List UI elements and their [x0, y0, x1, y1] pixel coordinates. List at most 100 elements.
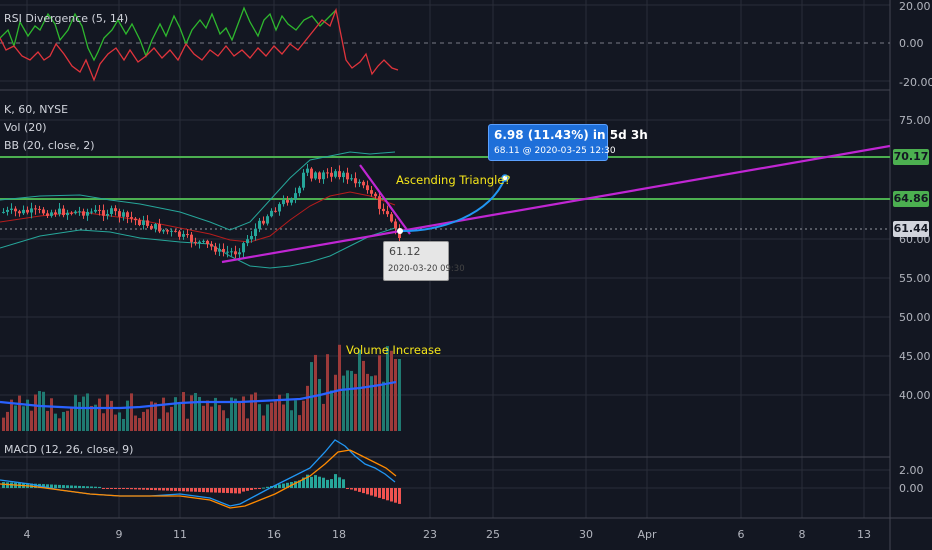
bollinger-legend[interactable]: BB (20, close, 2) — [4, 139, 95, 152]
macd-hist-bar — [34, 483, 37, 488]
volume-bar — [370, 376, 373, 431]
candle-body — [218, 248, 221, 252]
volume-bar — [278, 394, 281, 431]
volume-bar — [34, 394, 37, 431]
volume-bar — [206, 400, 209, 431]
volume-bar — [110, 400, 113, 431]
symbol-title[interactable]: K, 60, NYSE — [4, 103, 69, 116]
x-axis-label: 11 — [173, 528, 187, 541]
volume-bar — [82, 396, 85, 431]
macd-hist-bar — [130, 488, 133, 490]
volume-bar — [158, 418, 161, 431]
candle-body — [254, 228, 257, 237]
candle-body — [154, 224, 157, 229]
macd-hist-bar — [310, 476, 313, 488]
macd-hist-bar — [50, 484, 53, 488]
volume-annotation[interactable]: Volume Increase — [346, 343, 442, 357]
macd-hist-bar — [66, 485, 69, 488]
macd-hist-bar — [82, 486, 85, 488]
candle-body — [178, 231, 181, 237]
macd-hist-bar — [118, 488, 121, 489]
macd-hist-bar — [378, 488, 381, 498]
volume-bar — [190, 395, 193, 431]
macd-hist-bar — [238, 488, 241, 494]
macd-hist-bar — [346, 488, 349, 489]
projection-callout[interactable]: 6.98 (11.43%) in 5d 3h 68.11 @ 2020-03-2… — [488, 124, 648, 161]
candle-body — [374, 193, 377, 197]
macd-hist-bar — [266, 486, 269, 488]
ascending-support-trendline[interactable] — [221, 144, 891, 264]
volume-bar — [122, 418, 125, 431]
volume-bar — [54, 413, 57, 431]
macd-hist-bar — [110, 488, 113, 489]
macd-hist-bar — [262, 487, 265, 489]
macd-hist-bar — [358, 488, 361, 492]
volume-bar — [118, 412, 121, 431]
low-point-marker[interactable] — [397, 228, 403, 234]
price-tag-65[interactable]: 64.86 — [893, 191, 929, 207]
price-tick: 45.00 — [899, 350, 931, 363]
macd-hist-bar — [126, 488, 129, 490]
candle-body — [382, 208, 385, 212]
candle-body — [282, 200, 285, 205]
pattern-annotation[interactable]: Ascending Triangle? — [396, 173, 511, 187]
x-axis-label: 30 — [579, 528, 593, 541]
bb-upper — [0, 151, 396, 231]
macd-hist-bar — [350, 488, 353, 490]
macd-hist-bar — [106, 488, 109, 489]
volume-bar — [94, 404, 97, 431]
volume-bar — [58, 418, 61, 431]
volume-bar — [178, 403, 181, 431]
candle-body — [370, 190, 373, 194]
volume-bar — [386, 346, 389, 431]
macd-tick: 2.00 — [899, 464, 924, 477]
candle-body — [122, 212, 125, 217]
candle-body — [354, 178, 357, 184]
rsi-title[interactable]: RSI Divergence (5, 14) — [4, 12, 129, 25]
projection-end-point[interactable] — [501, 174, 509, 182]
candle-body — [66, 212, 69, 216]
macd-hist-bar — [166, 488, 169, 491]
macd-hist-bar — [174, 488, 177, 491]
bb-basis — [0, 191, 396, 243]
volume-bar — [6, 411, 9, 431]
low-time: 2020-03-20 09:30 — [388, 264, 465, 274]
macd-hist-bar — [114, 488, 117, 489]
candle-body — [186, 234, 189, 236]
candle-body — [118, 211, 121, 217]
macd-hist-bar — [226, 488, 229, 494]
candle-body — [190, 234, 193, 242]
macd-hist-bar — [122, 488, 125, 489]
volume-bar — [366, 373, 369, 431]
volume-bar — [142, 411, 145, 431]
volume-bar — [38, 391, 41, 431]
candle-body — [338, 171, 341, 178]
volume-legend[interactable]: Vol (20) — [4, 121, 47, 134]
price-tag-current[interactable]: 61.44 — [893, 221, 929, 237]
candle-body — [170, 230, 173, 232]
x-axis-label: 25 — [486, 528, 500, 541]
low-point-callout[interactable]: 61.12 2020-03-20 09:30 — [383, 241, 465, 281]
candle-body — [90, 211, 93, 213]
macd-hist-bar — [206, 488, 209, 493]
volume-bar — [338, 344, 341, 431]
projection-path[interactable] — [399, 177, 506, 233]
candle-body — [174, 230, 177, 232]
candle-body — [262, 220, 265, 224]
volume-bar — [254, 392, 257, 431]
candle-body — [202, 240, 205, 242]
candle-body — [246, 239, 249, 244]
price-tag-70[interactable]: 70.17 — [893, 149, 929, 165]
volume-bar — [382, 381, 385, 431]
macd-title[interactable]: MACD (12, 26, close, 9) — [4, 443, 134, 456]
descending-resistance-trendline[interactable] — [359, 164, 411, 235]
volume-bar — [166, 412, 169, 431]
volume-bar — [198, 396, 201, 431]
x-axis-label: 4 — [23, 528, 31, 541]
macd-hist-bar — [158, 488, 161, 491]
volume-bar — [210, 406, 213, 431]
x-axis-label: 16 — [267, 528, 281, 541]
candle-body — [330, 172, 333, 177]
volume-bar — [102, 413, 105, 431]
